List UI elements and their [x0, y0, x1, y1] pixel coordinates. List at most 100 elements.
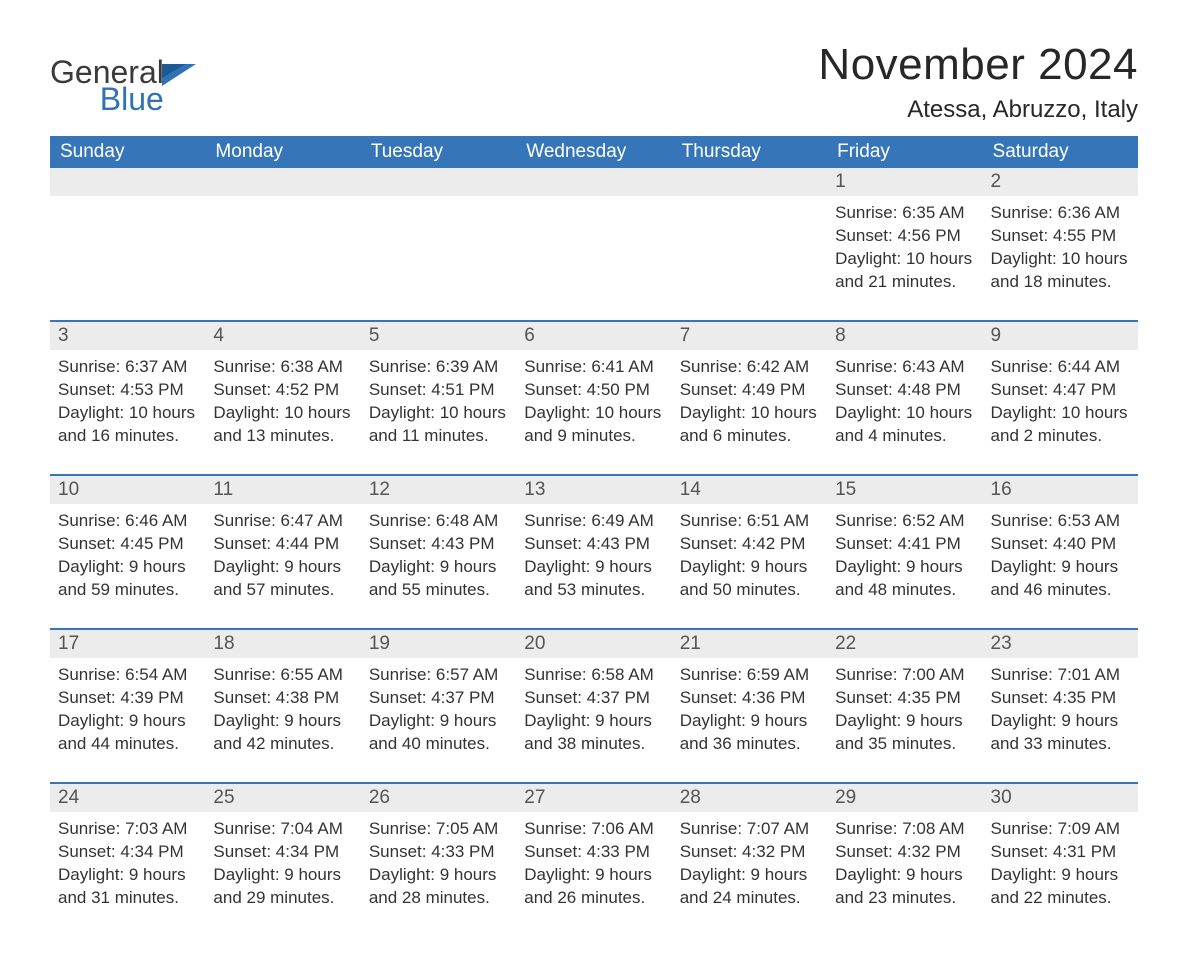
day-number-cell: 9	[983, 321, 1138, 350]
day-details-cell: Sunrise: 6:48 AMSunset: 4:43 PMDaylight:…	[361, 504, 516, 628]
weekday-header: SundayMondayTuesdayWednesdayThursdayFrid…	[50, 136, 1138, 168]
top-row: General Blue November 2024 Atessa, Abruz…	[50, 40, 1138, 134]
day-number-cell: 4	[205, 321, 360, 350]
day-number-cell: 2	[983, 168, 1138, 196]
day-details-cell: Sunrise: 7:06 AMSunset: 4:33 PMDaylight:…	[516, 812, 671, 936]
calendar-page: General Blue November 2024 Atessa, Abruz…	[0, 0, 1188, 976]
day-details-cell: Sunrise: 7:00 AMSunset: 4:35 PMDaylight:…	[827, 658, 982, 782]
day-number-cell: 8	[827, 321, 982, 350]
weekday-header-cell: Thursday	[672, 136, 827, 168]
day-number-cell: 29	[827, 783, 982, 812]
day-number-cell	[361, 168, 516, 196]
day-details-cell: Sunrise: 7:01 AMSunset: 4:35 PMDaylight:…	[983, 658, 1138, 782]
day-number-cell: 1	[827, 168, 982, 196]
day-number-cell: 28	[672, 783, 827, 812]
day-details-cell: Sunrise: 7:08 AMSunset: 4:32 PMDaylight:…	[827, 812, 982, 936]
day-number-cell: 6	[516, 321, 671, 350]
day-details-cell: Sunrise: 6:54 AMSunset: 4:39 PMDaylight:…	[50, 658, 205, 782]
info-row: Sunrise: 6:37 AMSunset: 4:53 PMDaylight:…	[50, 350, 1138, 474]
day-number-cell: 16	[983, 475, 1138, 504]
day-number-cell	[205, 168, 360, 196]
day-details-cell: Sunrise: 7:03 AMSunset: 4:34 PMDaylight:…	[50, 812, 205, 936]
daynum-row: 24252627282930	[50, 782, 1138, 812]
daynum-row: 3456789	[50, 320, 1138, 350]
day-number-cell: 7	[672, 321, 827, 350]
day-details-cell: Sunrise: 6:58 AMSunset: 4:37 PMDaylight:…	[516, 658, 671, 782]
day-details-cell	[672, 196, 827, 320]
day-details-cell: Sunrise: 6:49 AMSunset: 4:43 PMDaylight:…	[516, 504, 671, 628]
day-details-cell: Sunrise: 6:37 AMSunset: 4:53 PMDaylight:…	[50, 350, 205, 474]
day-details-cell: Sunrise: 6:35 AMSunset: 4:56 PMDaylight:…	[827, 196, 982, 320]
day-number-cell	[672, 168, 827, 196]
day-details-cell: Sunrise: 6:42 AMSunset: 4:49 PMDaylight:…	[672, 350, 827, 474]
daynum-row: 12	[50, 168, 1138, 196]
day-details-cell: Sunrise: 7:04 AMSunset: 4:34 PMDaylight:…	[205, 812, 360, 936]
day-details-cell: Sunrise: 6:41 AMSunset: 4:50 PMDaylight:…	[516, 350, 671, 474]
day-details-cell	[361, 196, 516, 320]
day-details-cell	[516, 196, 671, 320]
info-row: Sunrise: 6:46 AMSunset: 4:45 PMDaylight:…	[50, 504, 1138, 628]
day-number-cell	[516, 168, 671, 196]
brand-text: General Blue	[50, 58, 164, 114]
day-details-cell: Sunrise: 6:43 AMSunset: 4:48 PMDaylight:…	[827, 350, 982, 474]
day-number-cell: 18	[205, 629, 360, 658]
day-number-cell	[50, 168, 205, 196]
daynum-row: 10111213141516	[50, 474, 1138, 504]
day-details-cell	[50, 196, 205, 320]
day-details-cell: Sunrise: 7:09 AMSunset: 4:31 PMDaylight:…	[983, 812, 1138, 936]
day-number-cell: 24	[50, 783, 205, 812]
weekday-header-cell: Wednesday	[516, 136, 671, 168]
day-details-cell: Sunrise: 6:57 AMSunset: 4:37 PMDaylight:…	[361, 658, 516, 782]
day-details-cell: Sunrise: 6:53 AMSunset: 4:40 PMDaylight:…	[983, 504, 1138, 628]
week-block: 24252627282930Sunrise: 7:03 AMSunset: 4:…	[50, 782, 1138, 936]
day-number-cell: 27	[516, 783, 671, 812]
weekday-header-cell: Saturday	[983, 136, 1138, 168]
day-details-cell: Sunrise: 6:55 AMSunset: 4:38 PMDaylight:…	[205, 658, 360, 782]
day-details-cell: Sunrise: 6:59 AMSunset: 4:36 PMDaylight:…	[672, 658, 827, 782]
brand-logo: General Blue	[50, 40, 196, 114]
location: Atessa, Abruzzo, Italy	[818, 96, 1138, 124]
weeks-container: 12Sunrise: 6:35 AMSunset: 4:56 PMDayligh…	[50, 168, 1138, 936]
day-number-cell: 19	[361, 629, 516, 658]
weekday-header-cell: Friday	[827, 136, 982, 168]
week-block: 12Sunrise: 6:35 AMSunset: 4:56 PMDayligh…	[50, 168, 1138, 320]
day-details-cell: Sunrise: 6:38 AMSunset: 4:52 PMDaylight:…	[205, 350, 360, 474]
day-number-cell: 10	[50, 475, 205, 504]
week-block: 17181920212223Sunrise: 6:54 AMSunset: 4:…	[50, 628, 1138, 782]
day-number-cell: 21	[672, 629, 827, 658]
info-row: Sunrise: 7:03 AMSunset: 4:34 PMDaylight:…	[50, 812, 1138, 936]
flag-icon	[162, 64, 196, 86]
day-details-cell: Sunrise: 6:47 AMSunset: 4:44 PMDaylight:…	[205, 504, 360, 628]
day-details-cell	[205, 196, 360, 320]
day-details-cell: Sunrise: 6:51 AMSunset: 4:42 PMDaylight:…	[672, 504, 827, 628]
day-number-cell: 11	[205, 475, 360, 504]
day-number-cell: 20	[516, 629, 671, 658]
day-number-cell: 12	[361, 475, 516, 504]
week-block: 3456789Sunrise: 6:37 AMSunset: 4:53 PMDa…	[50, 320, 1138, 474]
day-number-cell: 23	[983, 629, 1138, 658]
day-number-cell: 22	[827, 629, 982, 658]
day-number-cell: 5	[361, 321, 516, 350]
day-details-cell: Sunrise: 7:07 AMSunset: 4:32 PMDaylight:…	[672, 812, 827, 936]
day-details-cell: Sunrise: 7:05 AMSunset: 4:33 PMDaylight:…	[361, 812, 516, 936]
day-details-cell: Sunrise: 6:46 AMSunset: 4:45 PMDaylight:…	[50, 504, 205, 628]
weekday-header-cell: Monday	[205, 136, 360, 168]
day-number-cell: 15	[827, 475, 982, 504]
day-number-cell: 17	[50, 629, 205, 658]
day-number-cell: 3	[50, 321, 205, 350]
day-details-cell: Sunrise: 6:44 AMSunset: 4:47 PMDaylight:…	[983, 350, 1138, 474]
day-number-cell: 13	[516, 475, 671, 504]
day-details-cell: Sunrise: 6:36 AMSunset: 4:55 PMDaylight:…	[983, 196, 1138, 320]
day-number-cell: 30	[983, 783, 1138, 812]
day-number-cell: 25	[205, 783, 360, 812]
daynum-row: 17181920212223	[50, 628, 1138, 658]
day-details-cell: Sunrise: 6:39 AMSunset: 4:51 PMDaylight:…	[361, 350, 516, 474]
day-number-cell: 26	[361, 783, 516, 812]
weekday-header-cell: Tuesday	[361, 136, 516, 168]
info-row: Sunrise: 6:35 AMSunset: 4:56 PMDaylight:…	[50, 196, 1138, 320]
weekday-header-cell: Sunday	[50, 136, 205, 168]
title-block: November 2024 Atessa, Abruzzo, Italy	[818, 40, 1138, 134]
week-block: 10111213141516Sunrise: 6:46 AMSunset: 4:…	[50, 474, 1138, 628]
month-title: November 2024	[818, 40, 1138, 90]
day-number-cell: 14	[672, 475, 827, 504]
